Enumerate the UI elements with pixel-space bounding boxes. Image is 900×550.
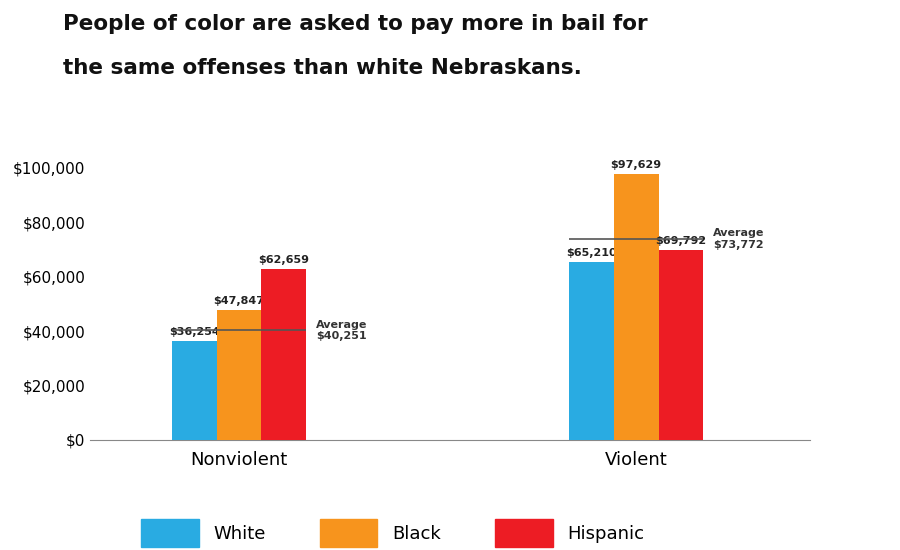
Text: $69,792: $69,792 — [655, 236, 706, 246]
Bar — [614, 174, 659, 440]
Text: People of color are asked to pay more in bail for: People of color are asked to pay more in… — [63, 14, 648, 34]
Text: $36,254: $36,254 — [169, 327, 220, 337]
Bar — [217, 310, 261, 440]
Text: Average
$73,772: Average $73,772 — [713, 228, 764, 250]
Legend: White, Black, Hispanic: White, Black, Hispanic — [133, 512, 652, 550]
Text: $65,210: $65,210 — [566, 248, 617, 258]
Text: Average
$40,251: Average $40,251 — [316, 320, 367, 341]
Bar — [659, 250, 703, 440]
Text: the same offenses than white Nebraskans.: the same offenses than white Nebraskans. — [63, 58, 582, 78]
Text: $47,847: $47,847 — [213, 295, 265, 306]
Bar — [569, 262, 614, 440]
Bar — [261, 270, 306, 440]
Text: $97,629: $97,629 — [610, 160, 662, 170]
Text: $62,659: $62,659 — [258, 255, 310, 265]
Bar — [172, 341, 217, 440]
